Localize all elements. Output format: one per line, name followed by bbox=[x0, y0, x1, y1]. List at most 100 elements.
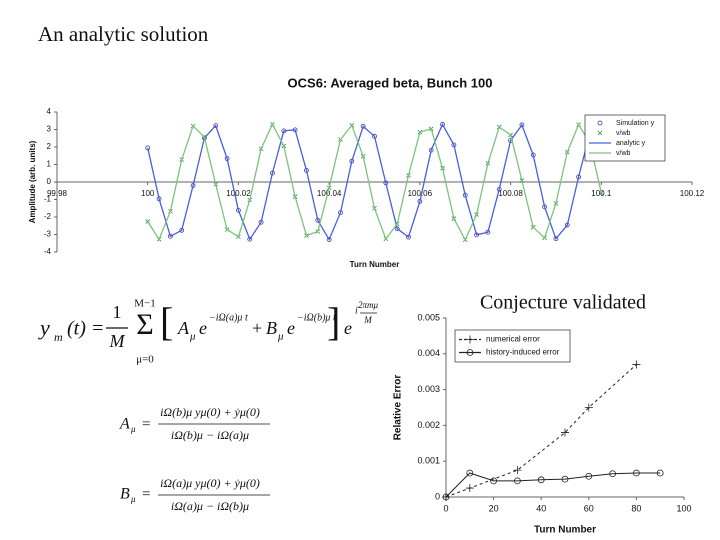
eq-token: e bbox=[344, 318, 352, 338]
y-tick-label: 3 bbox=[47, 125, 52, 134]
x-tick-label: 40 bbox=[536, 503, 546, 513]
y-tick-label: 0.002 bbox=[417, 420, 440, 430]
eq-token: M bbox=[109, 331, 126, 351]
marker bbox=[490, 477, 498, 485]
x-tick-label: 0 bbox=[443, 503, 448, 513]
eq-token: M−1 bbox=[134, 298, 155, 310]
marker bbox=[561, 475, 569, 483]
eq-token: −iΩ(b)μ t bbox=[297, 312, 336, 323]
marker bbox=[597, 130, 603, 136]
marker bbox=[466, 469, 474, 477]
marker bbox=[466, 349, 474, 356]
equation-b: B μ = iΩ(a)μ yμ(0) + ẏμ(0) iΩ(a)μ − iΩ(b… bbox=[120, 476, 270, 513]
y-tick-label: 0.005 bbox=[417, 312, 440, 322]
eq-token: −iΩ(a)μ t bbox=[209, 312, 248, 323]
x-axis-label: Turn Number bbox=[534, 525, 596, 536]
x-tick-label: 20 bbox=[489, 503, 499, 513]
eq-token: μ bbox=[130, 424, 136, 434]
legend-label: v/wb bbox=[616, 150, 631, 157]
marker bbox=[599, 190, 604, 196]
marker bbox=[656, 469, 664, 477]
chart: Conjecture validated 0 0.001 0.002 0.003 0.00… bbox=[393, 292, 692, 536]
marker bbox=[442, 493, 450, 501]
y-tick-label: 0 bbox=[47, 177, 52, 186]
legend-label: v/wb bbox=[616, 130, 631, 137]
y-axis-label: Relative Error bbox=[393, 375, 404, 441]
y-tick-label: -1 bbox=[44, 195, 52, 204]
eq-token: y bbox=[38, 315, 50, 340]
eq-token: μ bbox=[189, 331, 196, 343]
x-tick-label: 100.06 bbox=[408, 189, 433, 198]
eq-token: A bbox=[119, 416, 130, 433]
marker bbox=[326, 237, 332, 242]
eq-token: μ bbox=[277, 331, 284, 343]
slide-title: An analytic solution bbox=[38, 22, 209, 46]
chart-title: OCS6: Averaged beta, Bunch 100 bbox=[288, 75, 493, 90]
marker bbox=[609, 470, 616, 478]
series-line bbox=[445, 364, 637, 498]
legend-box bbox=[454, 329, 571, 363]
eq-token: iΩ(a)μ − iΩ(b)μ bbox=[171, 499, 249, 513]
legend: Simulation y v/wb analytic y v/wb bbox=[584, 114, 666, 162]
legend-label: Simulation y bbox=[616, 120, 655, 127]
x-tick-label: 100.04 bbox=[317, 189, 342, 198]
marker bbox=[632, 360, 641, 369]
y-tick-label: -2 bbox=[44, 212, 52, 221]
legend-label: analytic y bbox=[616, 140, 646, 147]
y-tick-label: 4 bbox=[47, 107, 52, 116]
eq-token: [ bbox=[160, 299, 173, 344]
eq-token: B bbox=[120, 486, 130, 503]
eq-token: μ bbox=[130, 494, 136, 504]
eq-token: e bbox=[199, 318, 207, 338]
eq-token: i bbox=[355, 305, 358, 316]
eq-token: Σ bbox=[136, 308, 153, 341]
marker bbox=[466, 335, 474, 344]
eq-token: + bbox=[252, 318, 262, 338]
x-tick-label: 100 bbox=[141, 189, 155, 198]
y-tick-label: 2 bbox=[47, 142, 52, 151]
marker bbox=[553, 236, 559, 242]
y-tick-label: 0.003 bbox=[417, 384, 440, 394]
marker bbox=[597, 120, 603, 126]
x-tick-label: 100.12 bbox=[680, 189, 705, 198]
y-tick-label: 0.004 bbox=[417, 348, 440, 358]
eq-token: = bbox=[142, 416, 150, 432]
equation-a: A μ = iΩ(b)μ yμ(0) + ẏμ(0) iΩ(b)μ − iΩ(a… bbox=[119, 405, 270, 442]
marker bbox=[247, 236, 253, 242]
y-tick-label: 1 bbox=[47, 160, 52, 169]
eq-token: μ=0 bbox=[136, 354, 154, 366]
eq-token: A bbox=[177, 318, 190, 338]
marker bbox=[537, 476, 545, 484]
legend-label: numerical error bbox=[486, 335, 540, 344]
marker bbox=[513, 466, 522, 475]
x-tick-label: 100 bbox=[676, 503, 691, 513]
eq-token: 1 bbox=[113, 302, 122, 322]
eq-token: e bbox=[287, 318, 295, 338]
x-tick-label: 99.98 bbox=[47, 189, 68, 198]
series-line bbox=[445, 472, 661, 498]
eq-token: M bbox=[363, 315, 372, 325]
marker bbox=[585, 472, 593, 480]
series-line bbox=[147, 122, 602, 242]
y-axis-label: Amplitude (arb. units) bbox=[28, 140, 37, 223]
chart-title: Conjecture validated bbox=[480, 292, 646, 314]
equation-main: y m (t) = 1 M M−1 Σ μ=0 [ A μ e −iΩ(a)μ … bbox=[38, 298, 378, 366]
marker bbox=[440, 122, 445, 127]
eq-token: iΩ(b)μ yμ(0) + ẏμ(0) bbox=[160, 405, 260, 419]
marker bbox=[519, 122, 525, 128]
eq-token: iΩ(b)μ − iΩ(a)μ bbox=[171, 428, 249, 442]
eq-token: m bbox=[54, 330, 63, 344]
eq-token: = bbox=[142, 486, 150, 502]
y-tick-label: -4 bbox=[44, 247, 52, 256]
marker bbox=[465, 484, 474, 493]
legend-label: history-induced error bbox=[486, 348, 560, 357]
y-tick-label: 0.001 bbox=[417, 456, 440, 466]
eq-token: 2πmμ bbox=[358, 300, 379, 310]
eq-token: iΩ(a)μ yμ(0) + ẏμ(0) bbox=[160, 476, 260, 490]
series-line bbox=[147, 122, 602, 242]
x-tick-label: 100.08 bbox=[498, 189, 523, 198]
legend: numerical error history-induced error bbox=[454, 329, 571, 363]
marker bbox=[584, 403, 593, 412]
